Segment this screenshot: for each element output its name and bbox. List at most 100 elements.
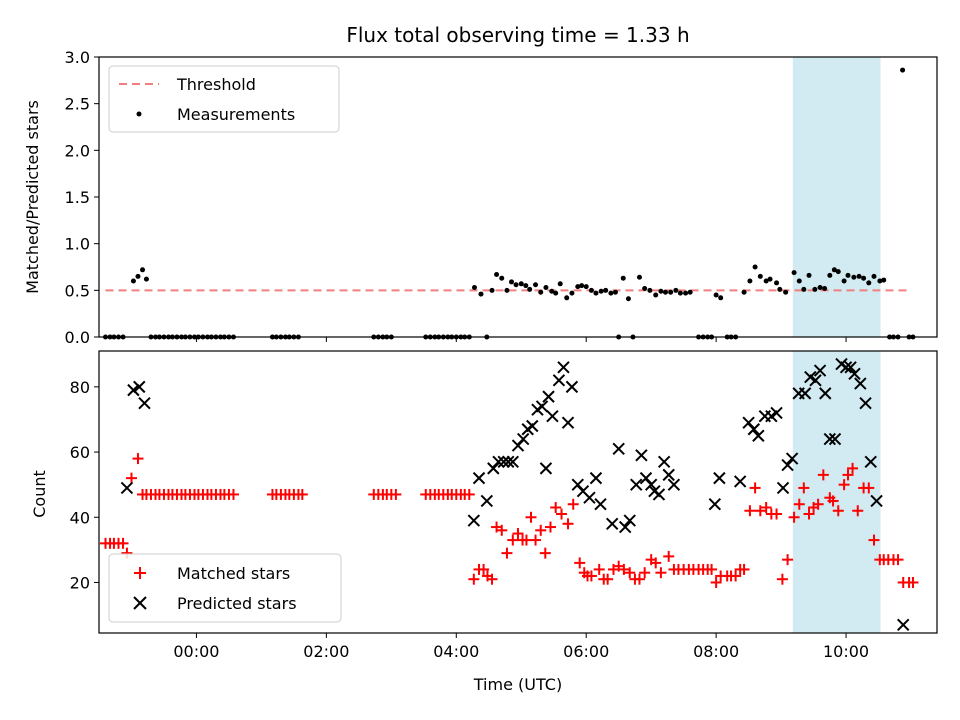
predicted-star-point bbox=[839, 361, 853, 374]
matched-star-point bbox=[868, 534, 880, 546]
x-tick-label: 02:00 bbox=[303, 642, 349, 661]
matched-star-point bbox=[132, 453, 144, 465]
measurement-point bbox=[612, 289, 618, 295]
predicted-star-point bbox=[848, 367, 861, 381]
predicted-star-point bbox=[819, 387, 832, 400]
y-tick-label: 80 bbox=[70, 378, 90, 397]
predicted-star-point bbox=[557, 361, 570, 374]
matched-star-point bbox=[618, 563, 630, 575]
measurement-point bbox=[662, 289, 668, 295]
matched-star-point bbox=[633, 573, 645, 585]
matched-star-point bbox=[749, 482, 761, 494]
measurement-point bbox=[583, 284, 589, 290]
matched-star-point bbox=[655, 567, 667, 579]
matched-star-point bbox=[227, 488, 239, 500]
ratio-legend-box bbox=[108, 65, 340, 133]
matched-star-point bbox=[760, 501, 772, 513]
measurement-point bbox=[489, 287, 495, 293]
y-tick-label: 20 bbox=[70, 573, 90, 592]
predicted-star-point bbox=[506, 455, 520, 469]
x-tick-label: 04:00 bbox=[433, 642, 479, 661]
measurement-point bbox=[588, 287, 594, 293]
measurement-point bbox=[658, 288, 664, 294]
y-tick-label: 60 bbox=[70, 443, 90, 462]
matched-star-point bbox=[771, 508, 783, 520]
matched-star-point bbox=[556, 508, 568, 520]
matched-star-point bbox=[125, 472, 137, 484]
predicted-star-point bbox=[492, 455, 505, 469]
matched-star-point bbox=[593, 563, 605, 575]
matched-star-point bbox=[496, 524, 508, 536]
predicted-star-point bbox=[798, 387, 812, 400]
ratio-y-axis-label: Matched/Predicted stars bbox=[23, 100, 42, 294]
measurement-point bbox=[677, 290, 683, 296]
measurement-point bbox=[523, 283, 529, 289]
matched-star-point bbox=[650, 557, 662, 569]
measurement-point bbox=[866, 280, 872, 286]
predicted-star-point bbox=[854, 377, 867, 390]
measurement-point bbox=[533, 282, 539, 288]
measurement-point bbox=[856, 273, 862, 279]
predicted-star-point bbox=[516, 432, 530, 446]
measurement-point bbox=[513, 282, 519, 288]
predicted-star-point bbox=[561, 416, 575, 429]
matched-star-point bbox=[788, 511, 800, 523]
matched-star-point bbox=[817, 469, 829, 481]
predicted-star-point bbox=[472, 471, 486, 485]
count-legend-box bbox=[108, 553, 342, 623]
matched-star-point bbox=[535, 524, 547, 536]
measurement-point bbox=[478, 291, 484, 297]
measurement-point bbox=[608, 290, 614, 296]
measurement-point bbox=[841, 278, 847, 284]
matched-star-point bbox=[847, 462, 859, 474]
measurement-point bbox=[757, 273, 763, 279]
measurement-point bbox=[777, 286, 783, 292]
count-panel-frame bbox=[98, 350, 938, 634]
measurement-point bbox=[499, 275, 505, 281]
measurement-point bbox=[135, 273, 141, 279]
matched-star-point bbox=[117, 537, 129, 549]
predicted-star-point bbox=[612, 442, 625, 456]
y-tick-label: 0.5 bbox=[65, 281, 90, 300]
observing-window-shade bbox=[792, 351, 881, 633]
predicted-star-point bbox=[467, 514, 481, 527]
predicted-star-point bbox=[864, 455, 877, 469]
predicted-star-point bbox=[770, 406, 783, 420]
legend-measurements-label: Measurements bbox=[177, 105, 295, 124]
predicted-star-point bbox=[535, 400, 549, 413]
predicted-star-point bbox=[542, 390, 555, 403]
matched-star-point bbox=[798, 482, 810, 494]
measurement-point bbox=[801, 286, 807, 292]
matched-star-point bbox=[663, 550, 675, 562]
matched-star-point bbox=[754, 505, 766, 517]
matched-star-point bbox=[530, 534, 542, 546]
measurement-point bbox=[620, 275, 626, 281]
matched-star-point bbox=[501, 547, 513, 559]
matched-star-point bbox=[544, 521, 556, 533]
measurement-point bbox=[673, 287, 679, 293]
measurements-points bbox=[102, 67, 916, 340]
predicted-star-point bbox=[870, 494, 883, 508]
measurement-point bbox=[791, 270, 797, 276]
measurement-point bbox=[553, 290, 559, 296]
measurement-point bbox=[647, 287, 653, 293]
predicted-star-point bbox=[623, 514, 636, 527]
predicted-star-point bbox=[480, 494, 494, 508]
predicted-star-point bbox=[752, 429, 765, 442]
matched-star-point bbox=[803, 508, 815, 520]
predicted-star-point bbox=[565, 380, 579, 394]
measurement-point bbox=[861, 275, 867, 281]
measurement-point bbox=[509, 279, 515, 285]
predicted-star-point bbox=[552, 374, 566, 387]
measurement-point bbox=[579, 283, 585, 289]
measurement-point bbox=[471, 285, 477, 291]
measurement-point bbox=[796, 278, 802, 284]
measurement-point bbox=[494, 271, 500, 277]
matched-star-point bbox=[842, 469, 854, 481]
measurement-point bbox=[636, 274, 642, 280]
matched-star-point bbox=[296, 488, 308, 500]
predicted-star-point bbox=[635, 449, 648, 462]
measurement-point bbox=[557, 281, 563, 287]
measurement-point bbox=[687, 289, 693, 295]
predicted-star-point bbox=[859, 396, 872, 410]
